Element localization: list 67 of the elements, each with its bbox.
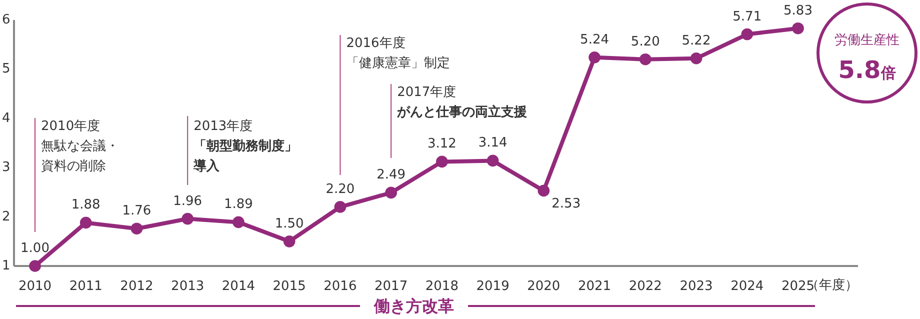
data-label: 1.96: [173, 194, 202, 209]
annotation: 5.8倍: [838, 56, 896, 84]
annotation: 無駄な会議・: [41, 139, 119, 154]
point: [690, 52, 702, 64]
x-tick-label: 2024: [730, 279, 764, 294]
y-tick-label: 3: [2, 160, 10, 176]
data-label: 5.22: [682, 33, 711, 48]
y-tick-label: 1: [2, 258, 10, 274]
annotation: 資料の削除: [41, 159, 106, 174]
data-label: 5.24: [580, 32, 610, 48]
annotation: がんと仕事の両立支援: [396, 104, 528, 120]
x-tick-label: 2023: [680, 279, 713, 294]
x-tick-label: 2025: [781, 279, 815, 294]
annotation: 2016年度: [346, 35, 406, 51]
x-tick-label: 2012: [120, 279, 154, 294]
point: [130, 222, 143, 235]
data-label: 2.49: [376, 168, 406, 183]
x-tick-label: 2017: [374, 279, 408, 294]
data-label: 1.88: [71, 198, 100, 213]
text: 働き方改革: [373, 296, 454, 316]
point: [182, 212, 194, 225]
annotation: 2017年度: [397, 84, 456, 100]
data-label: 1.89: [224, 197, 253, 212]
point: [538, 184, 550, 197]
x-tick-label: 2016: [324, 279, 357, 294]
point: [436, 156, 448, 168]
annotation: 労働生産性: [834, 32, 900, 48]
point: [639, 53, 652, 66]
point: [283, 235, 296, 248]
annotation: 2013年度: [194, 118, 253, 134]
point: [792, 22, 804, 34]
annotation: 「健康憲章」制定: [346, 55, 450, 71]
data-label: 1.76: [122, 204, 152, 219]
x-tick-label: 2018: [425, 279, 458, 294]
data-label: 2.20: [326, 182, 355, 197]
x-tick-label: 2020: [527, 279, 560, 294]
data-label: 3.12: [427, 136, 456, 152]
annotation: 「朝型勤務制度」: [194, 138, 298, 154]
x-tick-label: 2013: [171, 279, 204, 294]
point: [80, 216, 92, 229]
x-tick-label: 2021: [578, 279, 612, 294]
data-label: 5.83: [784, 3, 812, 18]
y-tick-label: 5: [2, 62, 10, 77]
point: [588, 51, 600, 64]
data-label: 1.00: [20, 241, 50, 256]
x-tick-label: 2014: [222, 279, 256, 294]
data-label: 3.14: [478, 136, 508, 151]
point: [232, 216, 244, 228]
data-label: 5.20: [630, 34, 660, 50]
point: [29, 260, 41, 272]
data-label: 5.71: [732, 9, 762, 24]
point: [741, 28, 754, 40]
data-label: 2.53: [552, 196, 581, 212]
point: [385, 186, 397, 199]
annotation: 2010年度: [41, 118, 100, 134]
point: [486, 154, 499, 167]
x-tick-label: 2022: [628, 279, 662, 294]
y-tick-label: 6: [2, 12, 10, 28]
annotation: 導入: [192, 158, 221, 174]
x-tick-label: 2010: [18, 279, 52, 294]
y-tick-label: 4: [2, 110, 10, 126]
x-tick-label: 2015: [272, 279, 306, 294]
x-tick-label: 2019: [476, 279, 510, 294]
point: [334, 201, 346, 213]
x-tick-label: 2011: [69, 279, 102, 294]
y-tick-label: 2: [2, 209, 10, 224]
data-label: 1.50: [274, 216, 304, 232]
